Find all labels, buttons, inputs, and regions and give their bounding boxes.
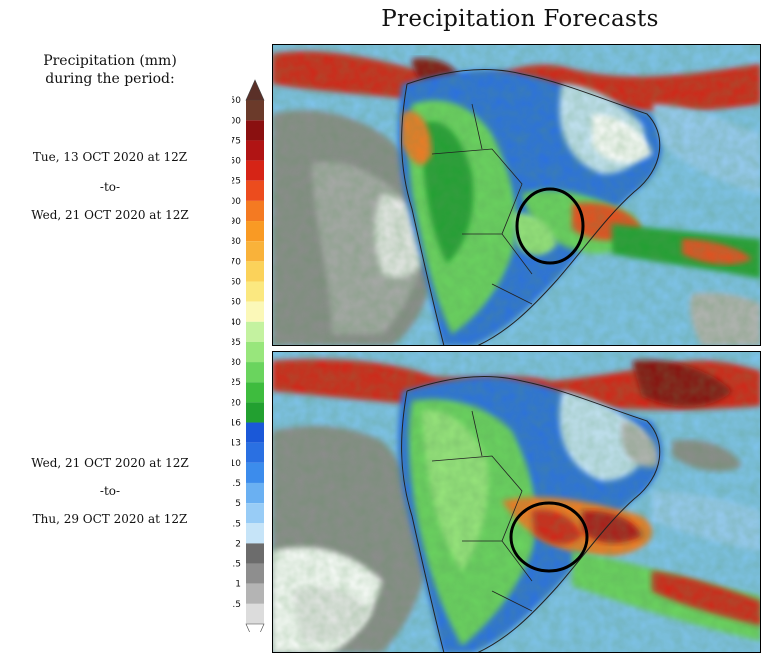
- scale-swatch: [246, 261, 264, 282]
- scale-swatch: [246, 402, 264, 423]
- scale-swatch: [246, 442, 264, 463]
- scale-swatch: [246, 160, 264, 181]
- scale-tick-label: 150: [232, 157, 241, 167]
- scale-swatch: [246, 563, 264, 584]
- scale-swatch: [246, 503, 264, 524]
- scale-tick-label: 1.5: [232, 560, 241, 570]
- scale-tick-label: 70: [232, 257, 241, 267]
- scale-tick-label: 16: [232, 419, 241, 429]
- legend-heading-line-1: Precipitation (mm): [43, 53, 177, 69]
- scale-tick-label: 60: [232, 277, 241, 287]
- scale-tick-label: 200: [232, 116, 241, 126]
- scale-tick-label: 0.5: [232, 600, 241, 610]
- scale-tick-label: 7.5: [232, 479, 241, 489]
- scale-tick-label: 10: [232, 459, 241, 469]
- highlight-circle-1: [515, 187, 585, 265]
- forecast-map-period-2: [272, 351, 761, 653]
- scale-tick-label: 35: [232, 338, 241, 348]
- scale-tick-label: 100: [232, 197, 241, 207]
- scale-tick-label: 20: [232, 398, 241, 408]
- scale-swatch: [246, 543, 264, 564]
- scale-swatch: [246, 221, 264, 242]
- scale-swatch: [246, 321, 264, 342]
- scale-tick-label: 2: [235, 539, 241, 549]
- scale-tick-label: 13: [232, 439, 241, 449]
- scale-tick-label: 2.5: [232, 519, 241, 529]
- legend-heading: Precipitation (mm) during the period:: [0, 52, 220, 88]
- scale-swatch: [246, 523, 264, 544]
- period-2-start: Wed, 21 OCT 2020 at 12Z: [31, 456, 189, 470]
- scale-swatch: [246, 482, 264, 504]
- scale-swatch: [246, 583, 264, 604]
- scale-swatch: [246, 422, 264, 443]
- scale-swatch: [246, 462, 264, 483]
- scale-swatch: [246, 180, 264, 201]
- page-title: Precipitation Forecasts: [381, 6, 659, 32]
- color-scale-bar: 2502001751501251009080706050403530252016…: [224, 72, 272, 645]
- scale-swatch: [246, 100, 264, 121]
- scale-swatch: [246, 200, 264, 222]
- period-1-separator: -to-: [99, 180, 121, 194]
- scale-tick-label: 125: [232, 177, 241, 187]
- scale-tick-label: 5: [235, 499, 241, 509]
- period-2-separator: -to-: [99, 484, 121, 498]
- scale-swatch: [246, 382, 264, 403]
- period-2-end: Thu, 29 OCT 2020 at 12Z: [32, 512, 188, 526]
- scale-swatch: [246, 603, 264, 624]
- scale-tick-label: 90: [232, 217, 241, 227]
- scale-arrow-bottom: [245, 623, 265, 645]
- highlight-circle-2: [509, 501, 589, 573]
- scale-swatch: [246, 140, 264, 161]
- scale-tick-label: 250: [232, 96, 241, 106]
- scale-swatch: [246, 362, 264, 383]
- scale-tick-label: 80: [232, 237, 241, 247]
- scale-tick-label: 40: [232, 318, 241, 328]
- scale-tick-label: 175: [232, 136, 241, 146]
- scale-arrow-top: [245, 79, 265, 101]
- scale-tick-label: 25: [232, 378, 241, 388]
- scale-tick-label: 50: [232, 298, 241, 308]
- forecast-map-period-1: [272, 44, 761, 346]
- period-1-start: Tue, 13 OCT 2020 at 12Z: [32, 150, 188, 164]
- legend-heading-line-2: during the period:: [45, 71, 175, 87]
- scale-swatch: [246, 281, 264, 302]
- scale-swatch: [246, 241, 264, 262]
- scale-swatch: [246, 301, 264, 322]
- scale-swatch: [246, 341, 264, 363]
- scale-swatch: [246, 120, 264, 141]
- scale-tick-label: 1: [235, 580, 241, 590]
- scale-tick-label: 30: [232, 358, 241, 368]
- period-1-end: Wed, 21 OCT 2020 at 12Z: [31, 208, 189, 222]
